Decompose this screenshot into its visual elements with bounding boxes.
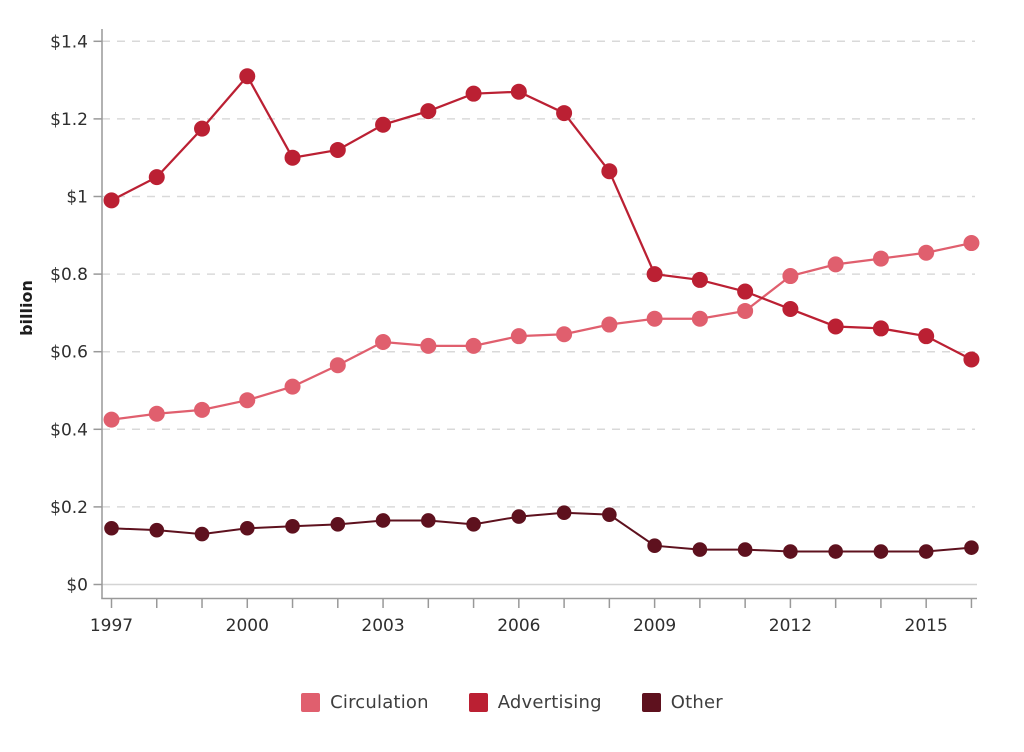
- chart-area: $0 $0.2 $0.4 $0.6 $0.8 $1 $1.2 $1.4 1997 2000 2003…: [17, 29, 980, 636]
- legend-item-circulation: Circulation: [301, 692, 429, 713]
- data-point-advertising: [556, 105, 573, 122]
- data-point-circulation: [646, 310, 663, 327]
- data-point-other: [647, 538, 662, 553]
- legend-item-other: Other: [641, 692, 723, 713]
- y-tick-label: $0.6: [50, 343, 88, 363]
- legend-label-other: Other: [670, 692, 723, 713]
- data-point-other: [602, 507, 617, 522]
- data-point-advertising: [103, 192, 120, 209]
- chart-legend: Circulation Advertising Other: [0, 692, 1024, 713]
- data-point-circulation: [375, 334, 392, 350]
- data-point-circulation: [601, 316, 618, 333]
- x-tick-label: 2006: [497, 616, 540, 636]
- data-point-circulation: [284, 378, 301, 395]
- data-point-circulation: [465, 337, 482, 354]
- data-point-advertising: [329, 141, 346, 158]
- data-point-other: [330, 517, 346, 532]
- series-line-circulation: [111, 241, 972, 421]
- data-point-other: [964, 540, 979, 555]
- x-tick-label: 1997: [90, 616, 133, 636]
- revenue-line-chart: $0 $0.2 $0.4 $0.6 $0.8 $1 $1.2 $1.4 1997 2000 2003…: [17, 29, 980, 636]
- y-axis-title: billion: [17, 280, 36, 336]
- data-point-advertising: [918, 328, 935, 345]
- legend-label-circulation: Circulation: [330, 692, 429, 713]
- data-point-advertising: [691, 271, 708, 288]
- series-advertising: [103, 68, 980, 368]
- data-point-circulation: [420, 337, 437, 354]
- x-tick-label: 2000: [226, 616, 269, 636]
- data-point-other: [828, 544, 843, 559]
- y-tick-label: $1: [66, 188, 88, 208]
- data-point-advertising: [284, 149, 301, 166]
- data-point-circulation: [510, 328, 527, 345]
- data-point-advertising: [646, 266, 663, 283]
- data-point-other: [239, 520, 255, 536]
- data-point-other: [511, 509, 527, 524]
- data-point-other: [783, 544, 798, 559]
- data-point-advertising: [963, 351, 980, 368]
- data-point-other: [466, 517, 481, 532]
- data-point-advertising: [872, 320, 889, 337]
- data-point-circulation: [329, 357, 346, 374]
- x-tick-label: 2003: [361, 616, 404, 636]
- y-tick-label: $0: [66, 576, 88, 596]
- y-tick-label: $0.2: [50, 498, 88, 518]
- circulation-swatch-icon: [301, 693, 321, 712]
- data-point-circulation: [872, 250, 889, 267]
- series-line-advertising: [110, 74, 972, 361]
- data-point-circulation: [737, 302, 754, 319]
- series-circulation: [103, 235, 980, 428]
- data-point-other: [918, 544, 934, 559]
- y-tick-label: $0.4: [50, 420, 88, 440]
- data-point-advertising: [148, 169, 165, 186]
- series-other: [104, 505, 979, 559]
- legend-label-advertising: Advertising: [497, 692, 602, 713]
- data-point-other: [421, 513, 436, 528]
- data-point-other: [194, 526, 210, 542]
- data-point-advertising: [782, 301, 799, 318]
- x-tick-label: 2012: [769, 616, 812, 636]
- data-point-circulation: [827, 256, 844, 273]
- data-point-circulation: [782, 268, 799, 285]
- data-point-circulation: [691, 310, 708, 327]
- x-tick-label: 2009: [633, 616, 676, 636]
- advertising-swatch-icon: [468, 693, 488, 712]
- data-point-other: [692, 542, 708, 557]
- y-tick-label: $1.2: [50, 110, 88, 130]
- data-point-circulation: [103, 411, 120, 428]
- x-tick-label: 2015: [905, 616, 948, 636]
- legend-item-advertising: Advertising: [468, 692, 602, 713]
- data-point-advertising: [465, 85, 482, 102]
- data-point-other: [737, 542, 753, 557]
- data-point-advertising: [510, 83, 527, 100]
- data-point-advertising: [420, 103, 437, 120]
- data-point-advertising: [737, 283, 754, 300]
- data-point-circulation: [148, 405, 165, 422]
- data-point-advertising: [375, 116, 392, 133]
- data-point-circulation: [918, 244, 935, 261]
- data-point-other: [556, 505, 572, 521]
- data-point-advertising: [239, 68, 256, 85]
- data-point-other: [104, 520, 119, 536]
- data-point-other: [149, 522, 165, 538]
- data-point-circulation: [556, 326, 573, 343]
- data-point-advertising: [827, 318, 844, 335]
- data-point-circulation: [963, 235, 980, 252]
- data-point-other: [873, 544, 889, 559]
- data-point-other: [375, 513, 391, 528]
- data-point-advertising: [601, 163, 618, 180]
- y-tick-label: $0.8: [50, 265, 88, 285]
- other-swatch-icon: [641, 693, 661, 712]
- data-point-advertising: [194, 120, 211, 137]
- series-line-other: [111, 511, 972, 553]
- data-point-other: [285, 519, 300, 534]
- data-point-circulation: [239, 392, 256, 409]
- data-point-circulation: [194, 401, 211, 418]
- y-tick-label: $1.4: [50, 32, 88, 52]
